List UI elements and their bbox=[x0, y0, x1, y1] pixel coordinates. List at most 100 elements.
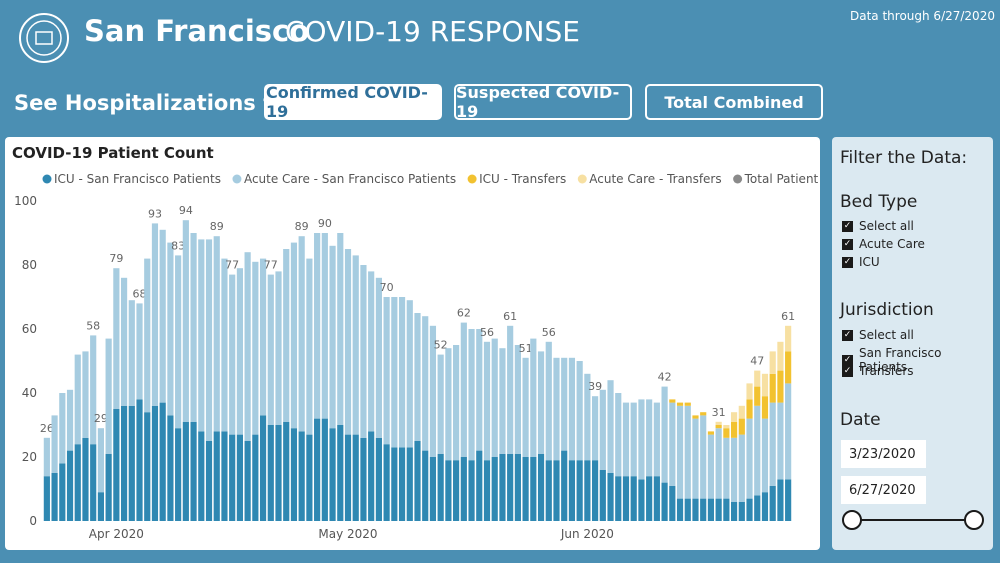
y-tick-label: 60 bbox=[22, 322, 37, 336]
bar-segment bbox=[391, 447, 398, 521]
data-label: 79 bbox=[109, 252, 123, 265]
bar-segment bbox=[136, 303, 143, 400]
x-tick-label: May 2020 bbox=[318, 527, 377, 541]
checkbox[interactable]: ✓ ICU bbox=[842, 255, 880, 269]
bar-segment bbox=[190, 421, 197, 521]
bar-segment bbox=[592, 460, 599, 521]
checkbox[interactable]: ✓ Acute Care bbox=[842, 237, 925, 251]
bar-segment bbox=[754, 495, 761, 521]
bar-segment bbox=[229, 274, 236, 435]
bar-segment bbox=[723, 428, 730, 438]
bar-segment bbox=[375, 277, 382, 438]
bar-segment bbox=[205, 239, 213, 441]
bar-segment bbox=[785, 383, 792, 480]
data-label: 58 bbox=[86, 319, 100, 332]
date-start[interactable]: 3/23/2020 bbox=[841, 440, 926, 468]
bar-segment bbox=[74, 354, 81, 445]
bar-segment bbox=[259, 258, 267, 416]
bar-segment bbox=[746, 399, 753, 419]
date-slider[interactable] bbox=[840, 508, 988, 532]
bar-segment bbox=[730, 412, 738, 422]
bar-segment bbox=[700, 498, 707, 521]
bar-segment bbox=[646, 399, 653, 477]
bar-segment bbox=[159, 229, 166, 403]
bar-segment bbox=[290, 242, 298, 429]
bar-segment bbox=[275, 271, 282, 425]
bar-segment bbox=[715, 428, 722, 499]
bar-segment bbox=[74, 444, 81, 521]
bar-segment bbox=[267, 274, 274, 425]
bar-segment bbox=[545, 341, 552, 461]
check: ✓ bbox=[842, 365, 853, 377]
bar-segment bbox=[730, 501, 738, 521]
bar-segment bbox=[383, 297, 390, 445]
bar-segment bbox=[429, 325, 437, 457]
bar-segment bbox=[568, 357, 576, 461]
checkbox[interactable]: ✓ Select all bbox=[842, 219, 914, 233]
legend-swatch bbox=[577, 174, 587, 184]
checkbox[interactable]: ✓ Select all bbox=[842, 328, 914, 342]
bar-segment bbox=[406, 300, 413, 448]
check: ✓ bbox=[842, 329, 853, 341]
toggle-button[interactable]: Total Combined bbox=[645, 84, 823, 120]
bar-segment bbox=[561, 450, 568, 521]
bar-segment bbox=[491, 338, 498, 457]
data-label: 47 bbox=[750, 355, 764, 368]
bar-segment bbox=[483, 460, 491, 521]
bar-segment bbox=[584, 373, 591, 461]
y-tick-label: 100 bbox=[14, 194, 37, 208]
bar-segment bbox=[337, 233, 344, 425]
bar-segment bbox=[453, 460, 460, 521]
y-tick-label: 80 bbox=[22, 258, 37, 272]
bar-segment bbox=[715, 498, 722, 521]
bar-segment bbox=[460, 457, 467, 521]
bar-segment bbox=[761, 492, 769, 521]
bar-segment bbox=[344, 434, 352, 521]
toggle-button[interactable]: Confirmed COVID-19 bbox=[264, 83, 442, 121]
checkbox[interactable]: ✓ Transfers bbox=[842, 364, 914, 378]
chart-panel: COVID-19 Patient Count 0 20 40 60 80 100 ICU -… bbox=[5, 137, 858, 550]
bar-segment bbox=[684, 498, 691, 521]
bar-segment bbox=[205, 441, 213, 521]
bar-segment bbox=[414, 441, 421, 521]
bar-segment bbox=[777, 370, 784, 403]
data-label: 39 bbox=[588, 380, 602, 393]
bar-segment bbox=[51, 415, 58, 473]
data-label: 89 bbox=[210, 220, 224, 233]
bar-segment bbox=[491, 457, 498, 521]
bar-segment bbox=[375, 437, 382, 521]
bar-segment bbox=[128, 405, 135, 521]
bar-segment bbox=[97, 428, 105, 493]
date-end[interactable]: 6/27/2020 bbox=[841, 476, 926, 504]
bar-segment bbox=[537, 453, 545, 521]
bar-segment bbox=[136, 399, 143, 521]
bar-segment bbox=[213, 236, 220, 432]
filter-title: Filter the Data: bbox=[840, 148, 968, 168]
bar-segment bbox=[252, 434, 259, 521]
x-tick-label: Jun 2020 bbox=[560, 527, 614, 541]
bar-segment bbox=[283, 249, 290, 422]
toggle-button[interactable]: Suspected COVID-19 bbox=[454, 83, 632, 121]
bar-segment bbox=[537, 351, 545, 454]
bar-segment bbox=[769, 485, 776, 521]
bar-segment bbox=[252, 261, 259, 435]
check: ✓ bbox=[842, 256, 853, 268]
chart: COVID-19 Patient Count 0 20 40 60 80 100 ICU -… bbox=[12, 144, 858, 541]
data-label: 62 bbox=[457, 307, 471, 320]
bar-segment bbox=[391, 297, 398, 448]
data-label: 56 bbox=[480, 326, 494, 339]
bar-segment bbox=[592, 396, 599, 461]
bar-segment bbox=[213, 431, 220, 521]
section-title: Date bbox=[840, 410, 881, 430]
bar-segment bbox=[646, 476, 653, 521]
legend-label: Acute Care - San Francisco Patients bbox=[244, 172, 456, 186]
bar-segment bbox=[429, 457, 437, 521]
check: ✓ bbox=[842, 220, 853, 232]
bar-segment bbox=[82, 437, 89, 521]
bar-segment bbox=[707, 431, 715, 435]
bar-segment bbox=[190, 233, 197, 422]
bar-segment bbox=[314, 233, 321, 419]
option-label: Select all bbox=[859, 219, 914, 233]
bar-segment bbox=[236, 434, 243, 521]
checkbox[interactable]: ✓ San Francisco Patients bbox=[842, 346, 993, 374]
